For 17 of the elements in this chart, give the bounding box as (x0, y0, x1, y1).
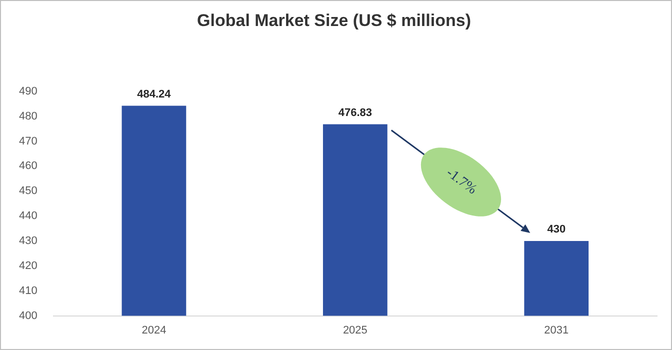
y-tick-label: 410 (18, 284, 38, 297)
y-tick-label: 400 (18, 310, 38, 322)
y-tick-label: 470 (18, 135, 38, 148)
y-tick-label: 430 (18, 235, 38, 248)
y-tick-label: 480 (18, 110, 38, 122)
y-tick-label: 450 (18, 185, 38, 198)
data-label: 476.83 (338, 106, 372, 119)
data-label: 484.24 (137, 88, 172, 100)
y-tick-label: 440 (18, 210, 38, 222)
chart-title: Global Market Size (US $ millions) (197, 10, 471, 30)
x-tick-label: 2031 (544, 324, 569, 336)
y-tick-label: 490 (18, 85, 38, 98)
x-tick-label: 2024 (142, 324, 166, 336)
y-tick-label: 420 (18, 260, 38, 272)
data-label: 430 (547, 224, 566, 236)
y-tick-label: 460 (18, 160, 38, 172)
x-tick-label: 2025 (342, 324, 368, 336)
